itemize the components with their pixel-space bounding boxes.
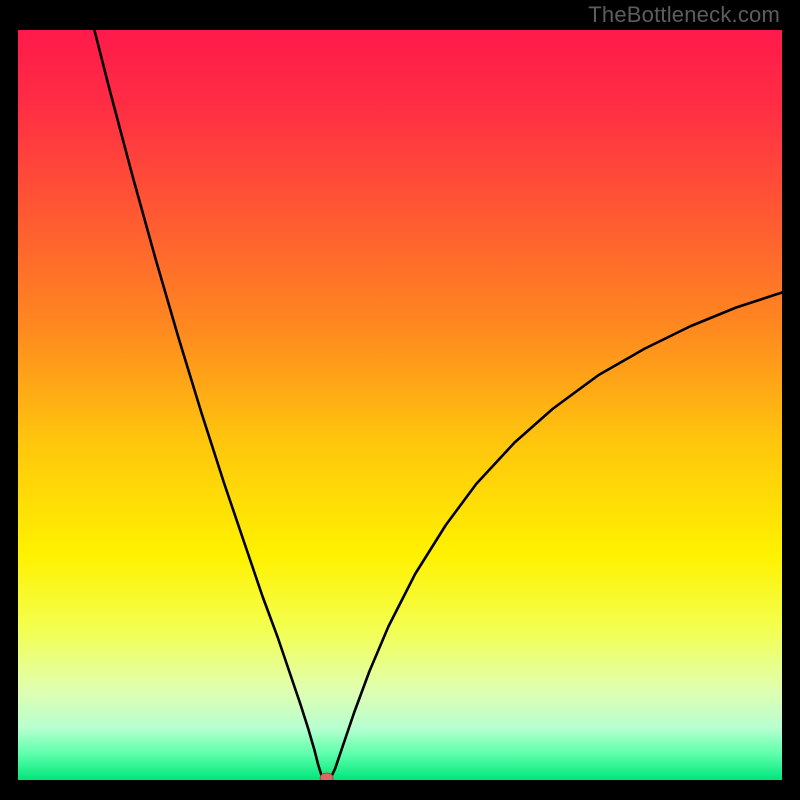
watermark-text: TheBottleneck.com [588, 2, 780, 28]
gradient-background [18, 30, 782, 780]
chart-frame: TheBottleneck.com [0, 0, 800, 800]
optimum-marker [320, 773, 333, 780]
bottleneck-chart [18, 30, 782, 780]
